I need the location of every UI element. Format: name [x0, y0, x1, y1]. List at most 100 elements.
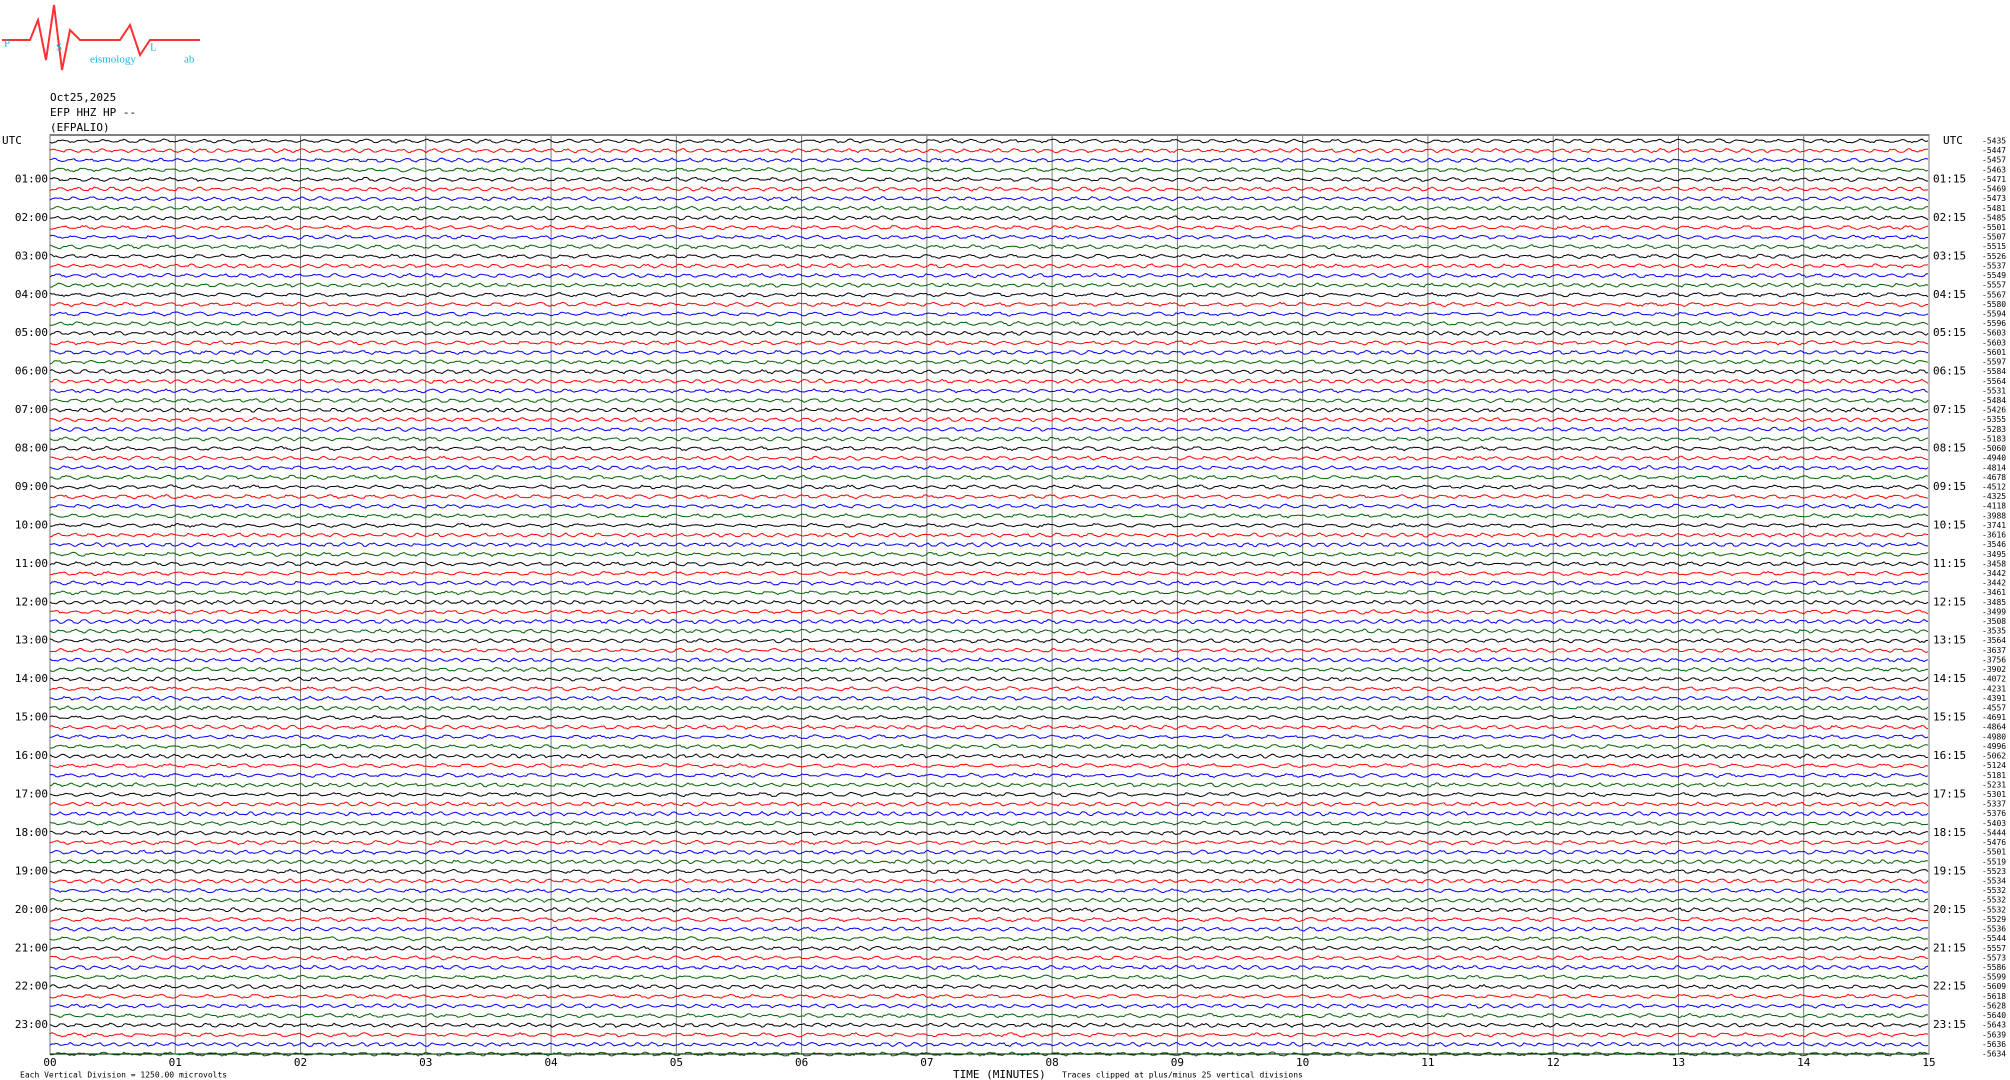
offset-label: -5376: [1982, 809, 2006, 818]
trace: [49, 244, 1929, 250]
right-time-label: 01:15: [1933, 172, 1966, 185]
left-time-label: 07:00: [15, 403, 48, 416]
x-tick-label: 02: [294, 1056, 307, 1069]
trace: [49, 772, 1929, 779]
left-time-label: 03:00: [15, 249, 48, 262]
x-axis-label: TIME (MINUTES): [953, 1068, 1046, 1080]
offset-label: -4512: [1982, 482, 2006, 491]
left-time-label: 16:00: [15, 749, 48, 762]
trace: [49, 474, 1929, 481]
trace: [49, 541, 1929, 548]
trace: [49, 234, 1929, 240]
right-time-label: 03:15: [1933, 249, 1966, 262]
offset-label: -5597: [1982, 358, 2006, 367]
offset-label: -5628: [1982, 1001, 2006, 1010]
trace: [49, 974, 1929, 980]
trace: [49, 984, 1929, 990]
trace: [49, 378, 1929, 384]
left-time-label: 08:00: [15, 442, 48, 455]
logo-letter: L: [150, 42, 157, 54]
trace: [49, 359, 1929, 365]
offset-label: -5476: [1982, 838, 2006, 847]
trace: [49, 618, 1929, 625]
left-time-label: 23:00: [15, 1018, 48, 1031]
trace: [49, 657, 1929, 663]
left-time-label: 05:00: [15, 326, 48, 339]
offset-label: -5531: [1982, 386, 2006, 395]
logo: P S L eismology ab: [2, 4, 200, 71]
offset-label: -3637: [1982, 646, 2006, 655]
offset-label: -3741: [1982, 521, 2006, 530]
trace: [49, 964, 1929, 971]
offset-label: -5564: [1982, 377, 2006, 386]
offset-label: -5603: [1982, 329, 2006, 338]
offset-label: -5471: [1982, 175, 2006, 184]
logo-letter: P: [4, 38, 10, 50]
trace: [49, 1032, 1929, 1038]
trace: [49, 1022, 1929, 1028]
offset-label: -5586: [1982, 963, 2006, 972]
offset-label: -5532: [1982, 905, 2006, 914]
logo-letter: S: [56, 42, 62, 54]
trace: [49, 715, 1929, 721]
trace: [49, 830, 1929, 836]
trace: [49, 801, 1929, 807]
offset-label: -5231: [1982, 780, 2006, 789]
trace: [49, 955, 1929, 961]
offset-label: -5537: [1982, 261, 2006, 270]
offset-label: -5473: [1982, 194, 2006, 203]
offset-label: -5549: [1982, 271, 2006, 280]
offset-label: -5636: [1982, 1040, 2006, 1049]
right-time-label: 11:15: [1933, 557, 1966, 570]
trace: [49, 638, 1929, 644]
offset-label: -4691: [1982, 713, 2006, 722]
trace: [49, 695, 1929, 702]
trace: [49, 532, 1929, 538]
trace: [49, 1051, 1929, 1057]
x-tick-label: 12: [1547, 1056, 1560, 1069]
trace: [49, 513, 1929, 519]
offset-label: -4072: [1982, 675, 2006, 684]
offset-label: -3535: [1982, 627, 2006, 636]
trace: [49, 138, 1929, 144]
offset-label: -3756: [1982, 655, 2006, 664]
offset-label: -3499: [1982, 607, 2006, 616]
trace: [49, 224, 1929, 231]
offset-label: -5534: [1982, 877, 2006, 886]
trace: [49, 426, 1929, 432]
offset-label: -5519: [1982, 857, 2006, 866]
offset-label: -5060: [1982, 444, 2006, 453]
offset-label: -4325: [1982, 492, 2006, 501]
x-tick-label: 04: [544, 1056, 558, 1069]
right-time-label: 10:15: [1933, 518, 1966, 531]
right-time-label: 02:15: [1933, 211, 1966, 224]
left-time-label: 14:00: [15, 672, 48, 685]
offset-label: -5643: [1982, 1021, 2006, 1030]
trace: [49, 734, 1929, 740]
offset-label: -5580: [1982, 300, 2006, 309]
offset-label: -5403: [1982, 819, 2006, 828]
offset-label: -5639: [1982, 1030, 2006, 1039]
offset-label: -5601: [1982, 348, 2006, 357]
offset-label: -5463: [1982, 165, 2006, 174]
trace: [49, 839, 1929, 846]
offset-label: -5523: [1982, 867, 2006, 876]
offset-label: -3461: [1982, 588, 2006, 597]
right-time-label: 12:15: [1933, 595, 1966, 608]
trace: [49, 791, 1929, 798]
right-time-label: 05:15: [1933, 326, 1966, 339]
offset-label: -5596: [1982, 319, 2006, 328]
left-time-label: 06:00: [15, 365, 48, 378]
trace: [49, 330, 1929, 336]
right-time-label: 07:15: [1933, 403, 1966, 416]
offset-label: -5544: [1982, 934, 2006, 943]
trace: [49, 1041, 1929, 1048]
offset-label: -5481: [1982, 204, 2006, 213]
trace: [49, 868, 1929, 875]
right-time-label: 09:15: [1933, 480, 1966, 493]
trace: [49, 743, 1929, 750]
offset-label: -5557: [1982, 944, 2006, 953]
offset-label: -5526: [1982, 252, 2006, 261]
trace: [49, 589, 1929, 596]
